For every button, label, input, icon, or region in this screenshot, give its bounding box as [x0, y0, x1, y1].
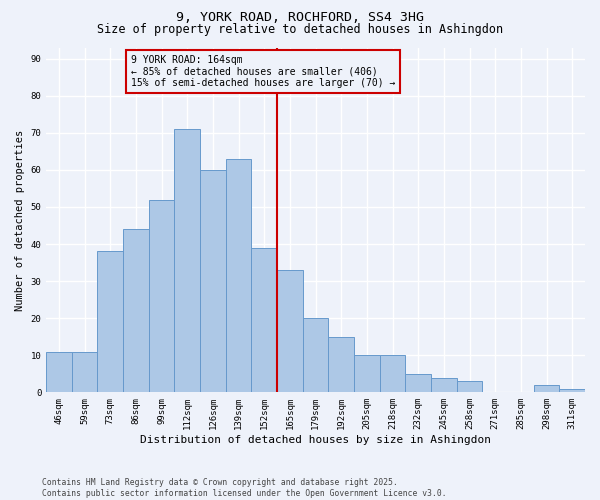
Bar — [251, 248, 277, 392]
Bar — [175, 129, 200, 392]
Bar — [406, 374, 431, 392]
Bar — [149, 200, 175, 392]
Y-axis label: Number of detached properties: Number of detached properties — [15, 130, 25, 310]
X-axis label: Distribution of detached houses by size in Ashingdon: Distribution of detached houses by size … — [140, 435, 491, 445]
Text: 9 YORK ROAD: 164sqm
← 85% of detached houses are smaller (406)
15% of semi-detac: 9 YORK ROAD: 164sqm ← 85% of detached ho… — [131, 55, 395, 88]
Bar — [72, 352, 97, 393]
Bar — [354, 356, 380, 393]
Text: Contains HM Land Registry data © Crown copyright and database right 2025.
Contai: Contains HM Land Registry data © Crown c… — [42, 478, 446, 498]
Bar — [533, 385, 559, 392]
Bar — [226, 158, 251, 392]
Bar — [277, 270, 303, 392]
Bar — [559, 388, 585, 392]
Text: Size of property relative to detached houses in Ashingdon: Size of property relative to detached ho… — [97, 22, 503, 36]
Bar — [328, 336, 354, 392]
Bar — [431, 378, 457, 392]
Text: 9, YORK ROAD, ROCHFORD, SS4 3HG: 9, YORK ROAD, ROCHFORD, SS4 3HG — [176, 11, 424, 24]
Bar — [457, 381, 482, 392]
Bar — [303, 318, 328, 392]
Bar — [200, 170, 226, 392]
Bar — [380, 356, 406, 393]
Bar — [97, 252, 123, 392]
Bar — [123, 229, 149, 392]
Bar — [46, 352, 72, 393]
